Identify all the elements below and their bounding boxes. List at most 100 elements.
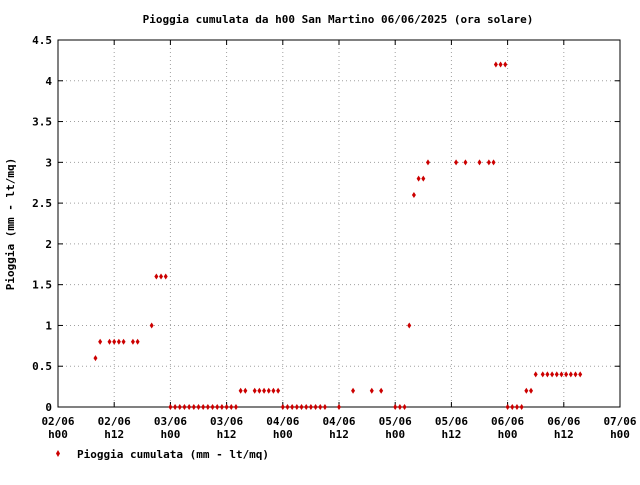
data-point	[173, 404, 178, 410]
data-point	[304, 404, 309, 410]
data-point	[498, 61, 503, 68]
data-point	[505, 404, 510, 410]
data-point	[177, 404, 182, 410]
grid	[58, 40, 620, 407]
x-tick-date-label: 04/06	[266, 415, 299, 428]
data-point	[308, 404, 313, 410]
axis-ticks: 00.511.522.533.544.502/06h0002/06h1203/0…	[32, 34, 637, 441]
data-point	[510, 404, 515, 410]
data-point	[493, 61, 498, 68]
x-tick-date-label: 06/06	[547, 415, 580, 428]
legend-marker	[56, 450, 60, 457]
data-point	[116, 338, 121, 345]
data-point	[491, 159, 496, 166]
data-point	[107, 338, 112, 345]
data-points	[93, 61, 583, 410]
data-point	[182, 404, 187, 410]
data-point	[313, 404, 318, 410]
data-point	[318, 404, 323, 410]
data-point	[205, 404, 210, 410]
data-point	[271, 387, 276, 394]
data-point	[540, 371, 545, 378]
data-point	[477, 159, 482, 166]
data-point	[503, 61, 508, 68]
data-point	[379, 387, 384, 394]
data-point	[369, 387, 374, 394]
y-axis-label: Pioggia (mm - lt/mq)	[4, 158, 17, 290]
legend: Pioggia cumulata (mm - lt/mq)	[56, 448, 269, 461]
data-point	[210, 404, 215, 410]
chart-title: Pioggia cumulata da h00 San Martino 06/0…	[143, 13, 534, 26]
data-point	[159, 273, 164, 280]
data-point	[322, 404, 327, 410]
data-point	[163, 273, 168, 280]
data-point	[454, 159, 459, 166]
data-point	[550, 371, 555, 378]
data-point	[121, 338, 126, 345]
data-point	[411, 191, 416, 198]
data-point	[201, 404, 206, 410]
y-tick-label: 1.5	[32, 279, 52, 292]
data-point	[215, 404, 220, 410]
data-point	[149, 322, 154, 329]
data-point	[266, 387, 271, 394]
data-point	[524, 387, 529, 394]
x-tick-date-label: 07/06	[603, 415, 636, 428]
x-tick-time-label: h12	[217, 428, 237, 441]
data-point	[93, 355, 98, 362]
data-point	[285, 404, 290, 410]
x-tick-time-label: h12	[104, 428, 124, 441]
x-tick-time-label: h00	[385, 428, 405, 441]
x-tick-time-label: h00	[48, 428, 68, 441]
data-point	[196, 404, 201, 410]
data-point	[257, 387, 262, 394]
data-point	[407, 322, 412, 329]
x-tick-time-label: h12	[554, 428, 574, 441]
data-point	[529, 387, 534, 394]
data-point	[243, 387, 248, 394]
y-tick-label: 0	[45, 401, 52, 414]
x-tick-date-label: 05/06	[379, 415, 412, 428]
data-point	[463, 159, 468, 166]
data-point	[337, 404, 341, 410]
data-point	[224, 404, 229, 410]
data-point	[568, 371, 573, 378]
x-tick-time-label: h12	[329, 428, 349, 441]
data-point	[229, 404, 234, 410]
x-tick-time-label: h00	[610, 428, 630, 441]
data-point	[573, 371, 578, 378]
x-tick-date-label: 02/06	[41, 415, 74, 428]
x-tick-date-label: 04/06	[322, 415, 355, 428]
data-point	[219, 404, 224, 410]
data-point	[262, 387, 267, 394]
data-point	[578, 371, 583, 378]
x-tick-time-label: h00	[160, 428, 180, 441]
data-point	[421, 175, 426, 182]
data-point	[486, 159, 491, 166]
data-point	[554, 371, 559, 378]
data-point	[238, 387, 243, 394]
data-point	[130, 338, 135, 345]
legend-label: Pioggia cumulata (mm - lt/mq)	[77, 448, 269, 461]
data-point	[252, 387, 257, 394]
data-point	[187, 404, 192, 410]
data-point	[168, 404, 173, 410]
data-point	[294, 404, 299, 410]
data-point	[564, 371, 569, 378]
data-point	[191, 404, 196, 410]
x-tick-time-label: h00	[498, 428, 518, 441]
x-tick-date-label: 06/06	[491, 415, 524, 428]
y-tick-label: 3.5	[32, 116, 52, 129]
data-point	[154, 273, 159, 280]
y-tick-label: 3	[45, 156, 52, 169]
data-point	[416, 175, 421, 182]
data-point	[533, 371, 538, 378]
data-point	[98, 338, 103, 345]
plot-frame	[57, 39, 621, 408]
y-tick-label: 1	[45, 319, 52, 332]
x-tick-date-label: 03/06	[210, 415, 243, 428]
data-point	[290, 404, 295, 410]
x-tick-date-label: 02/06	[98, 415, 131, 428]
data-point	[299, 404, 304, 410]
